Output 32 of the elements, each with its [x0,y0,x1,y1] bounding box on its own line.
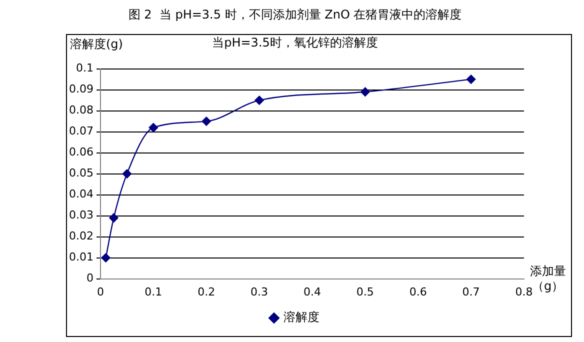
x-tick-label: 0.2 [198,285,216,298]
y-tick-label: 0.1 [76,62,94,75]
legend-label: 溶解度 [284,310,320,324]
x-tick-label: 0 [96,285,104,298]
y-tick-label: 0.02 [68,230,94,243]
point [466,74,476,84]
y-tick-label: 0 [86,272,94,285]
y-axis-title: 溶解度(g) [70,36,123,51]
point [254,96,264,105]
chart-title: 图 2 当 pH=3.5 时，不同添加剂量 ZnO 在猪胃液中的溶解度 [128,7,462,22]
y-tick-label: 0.07 [68,124,94,138]
point [109,213,118,222]
y-tick-label: 0.04 [68,188,94,201]
y-tick-label: 0.05 [68,166,94,180]
point [148,123,158,132]
x-tick-label: 0.7 [462,285,480,298]
x-tick-label: 0.4 [303,285,321,298]
y-tick-label: 0.09 [68,82,94,96]
x-tick-label: 0.6 [409,285,427,298]
x-tick-label: 0.3 [250,285,268,298]
x-tick-label: 0.1 [144,285,162,298]
y-tick-label: 0.03 [68,208,94,222]
point [122,169,132,178]
x-tick-label: 0.5 [356,285,374,298]
point [101,253,110,262]
y-tick-label: 0.01 [68,250,94,264]
point [202,116,211,126]
chart-subtitle: 当pH=3.5时，氧化锌的溶解度 [212,36,378,50]
y-tick-label: 0.08 [68,104,94,117]
point [360,87,370,96]
x-tick-label: 0.8 [515,285,533,298]
y-tick-label: 0.06 [68,146,94,159]
